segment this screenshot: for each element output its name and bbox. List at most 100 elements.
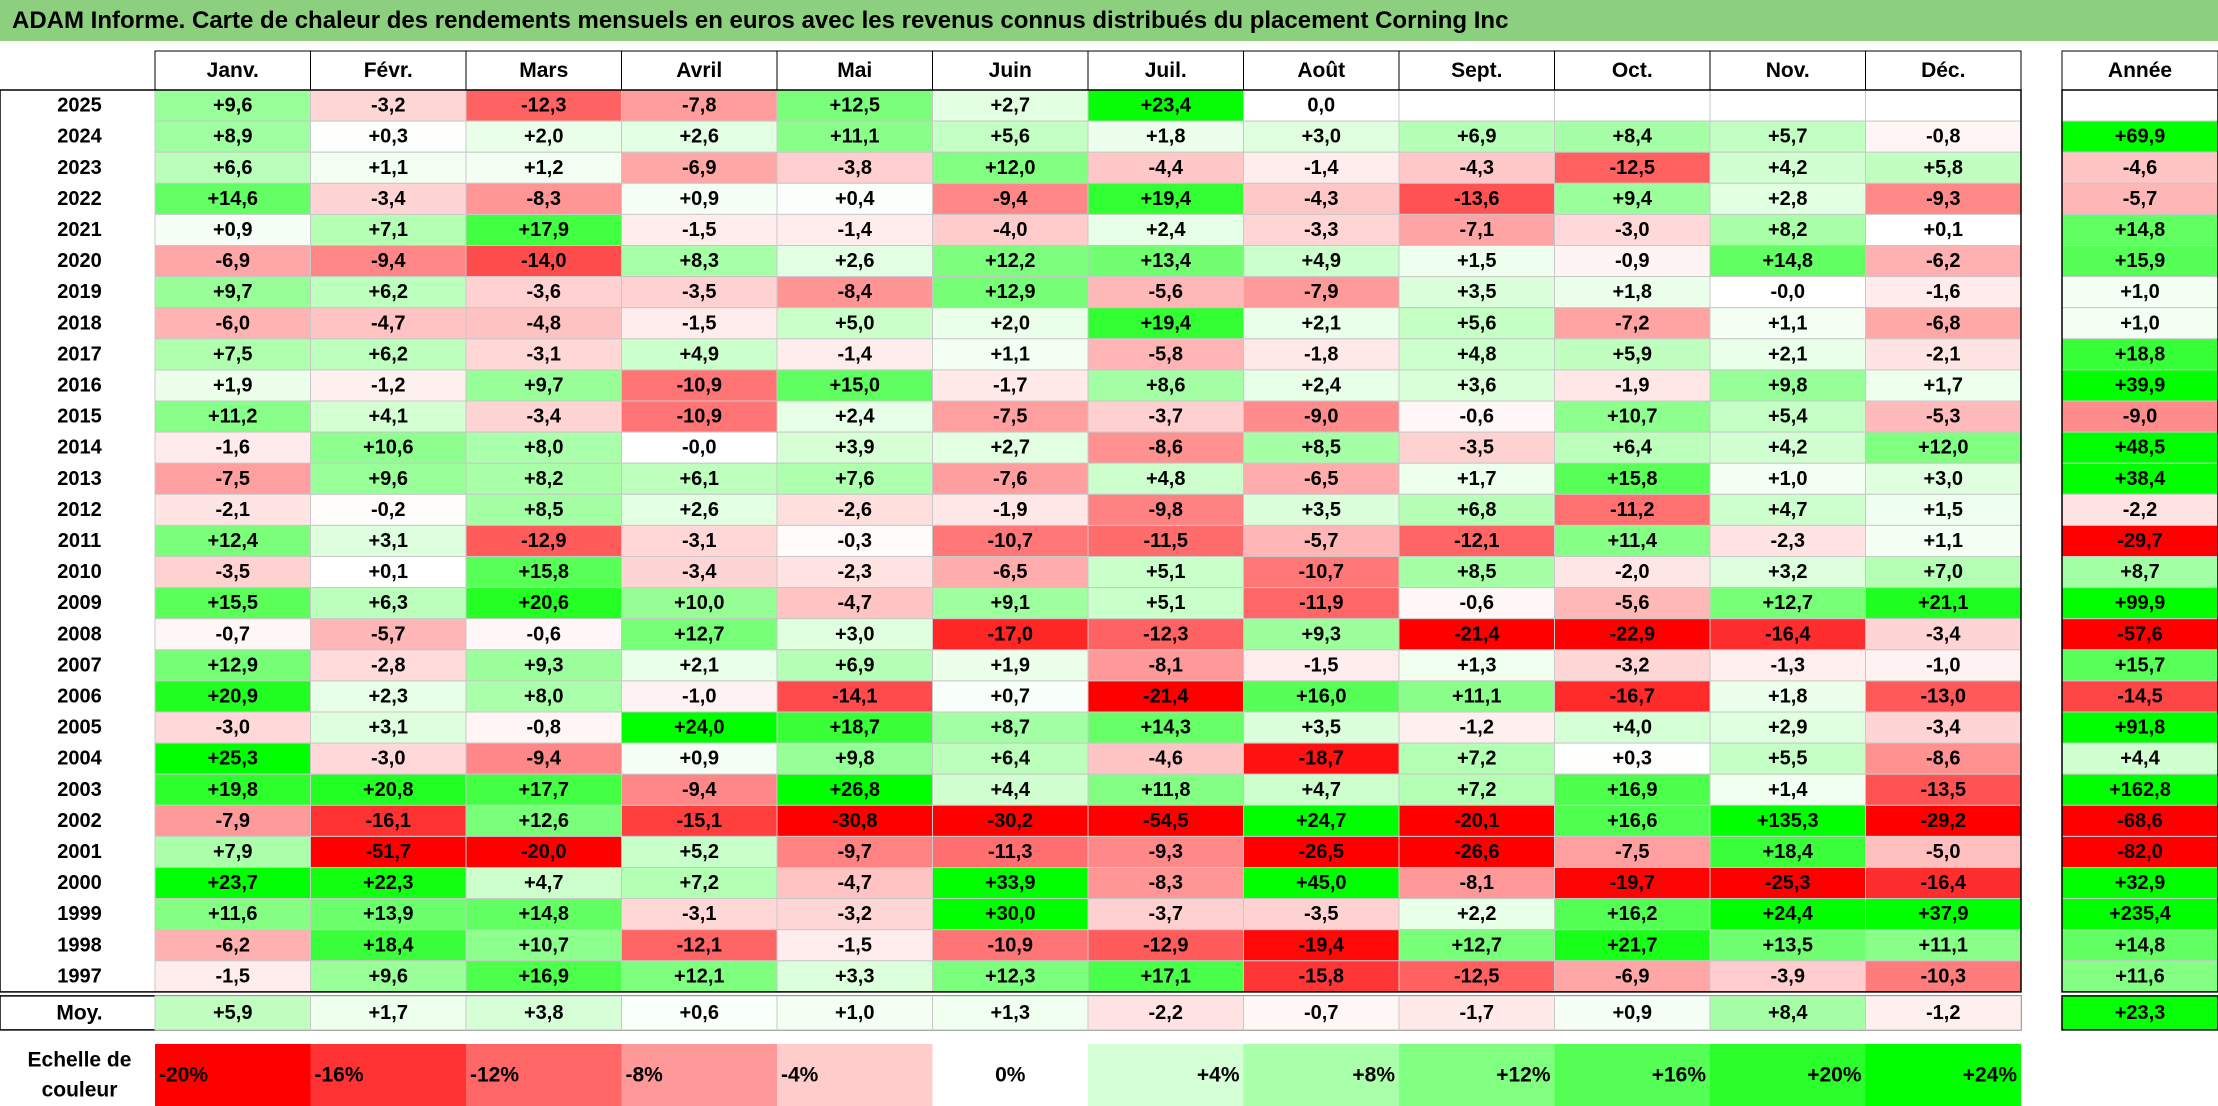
cell-value: +5,6	[991, 126, 1030, 148]
cell-value: +3,3	[835, 965, 874, 987]
heatmap-cell	[154, 898, 311, 931]
annual-cell	[2061, 711, 2218, 744]
cell-value: +5,2	[680, 841, 719, 863]
heatmap-cell	[465, 742, 622, 775]
cell-value: -4,3	[1304, 188, 1338, 210]
heatmap-cell	[465, 369, 622, 402]
cell-value: +2,4	[1302, 374, 1342, 396]
heatmap-cell	[465, 587, 622, 620]
average-cell	[465, 995, 622, 1031]
heatmap-cell	[154, 587, 311, 620]
heatmap-cell	[154, 338, 311, 371]
heatmap-cell	[1087, 835, 1244, 869]
annual-cell	[2061, 369, 2218, 402]
heatmap-cell	[1398, 276, 1555, 309]
cell-value: +5,1	[1146, 592, 1185, 614]
cell-value: -4,3	[1460, 157, 1494, 179]
heatmap-cell	[1709, 898, 1866, 931]
average-annual-cell	[2061, 995, 2218, 1031]
annual-cell	[2061, 493, 2218, 526]
annual-value: -14,5	[2117, 685, 2163, 707]
cell-value: +4,8	[1457, 343, 1496, 365]
cell-value: +14,6	[207, 188, 258, 210]
cell-value: +3,0	[1924, 468, 1963, 490]
cell-value: -10,3	[1920, 965, 1966, 987]
annual-cell	[2061, 773, 2218, 806]
cell-value: -1,5	[1304, 654, 1338, 676]
cell-value: +15,5	[207, 592, 258, 614]
cell-value: -26,6	[1454, 841, 1500, 863]
heatmap-cell	[932, 400, 1089, 433]
scale-stop-label: +8%	[1352, 1064, 1395, 1087]
cell-value: +18,4	[1762, 841, 1813, 863]
cell-value: -3,4	[682, 561, 717, 583]
heatmap-cell	[621, 618, 778, 651]
row-year-label: 1997	[57, 965, 102, 987]
cell-value: +6,9	[835, 654, 874, 676]
heatmap-cell	[310, 276, 467, 309]
heatmap-cell	[1243, 524, 1400, 558]
cell-value: +11,4	[1607, 530, 1657, 552]
heatmap-cell	[1243, 89, 1400, 122]
annual-value: -5,7	[2123, 188, 2157, 210]
cell-value: -0,3	[838, 530, 872, 552]
heatmap-cell	[1865, 369, 2022, 402]
cell-value: +17,1	[1140, 965, 1191, 987]
average-value: +0,9	[1613, 1002, 1652, 1024]
cell-value: +13,9	[363, 903, 414, 925]
heatmap-cell	[310, 307, 467, 340]
annual-cell	[2061, 338, 2218, 371]
cell-value: -21,4	[1143, 685, 1189, 707]
heatmap-cell	[621, 120, 778, 153]
cell-value: -9,0	[1304, 406, 1338, 428]
heatmap-cell	[1398, 400, 1555, 433]
scale-stop-label: -16%	[315, 1064, 364, 1087]
heatmap-cell	[154, 89, 311, 122]
heatmap-cell	[1243, 182, 1400, 215]
cell-value: +5,9	[1613, 343, 1652, 365]
cell-value: -5,7	[1304, 530, 1338, 552]
heatmap-cell	[1554, 462, 1711, 495]
cell-value: +16,6	[1607, 810, 1658, 832]
cell-value: +6,3	[369, 592, 408, 614]
cell-value: +9,6	[213, 95, 252, 117]
heatmap-cell	[465, 711, 622, 744]
average-annual-value: +23,3	[2115, 1002, 2166, 1024]
annual-value: +162,8	[2109, 779, 2171, 801]
cell-value: -2,3	[1771, 530, 1805, 552]
cell-value: +13,5	[1762, 934, 1813, 956]
cell-value: +7,2	[1457, 748, 1496, 770]
cell-value: -9,7	[838, 841, 872, 863]
heatmap-cell	[1398, 804, 1555, 837]
column-header: Déc.	[1921, 59, 1965, 82]
cell-value: -3,0	[216, 717, 250, 739]
cell-value: +15,8	[518, 561, 569, 583]
annual-value: -82,0	[2117, 841, 2163, 863]
cell-value: +135,3	[1757, 810, 1819, 832]
cell-value: -6,9	[216, 250, 250, 272]
heatmap-cell	[1087, 213, 1244, 246]
heatmap-cell	[776, 773, 933, 806]
row-year-label: 2009	[57, 592, 102, 614]
column-header: Sept.	[1451, 59, 1502, 82]
cell-value: +10,7	[518, 934, 569, 956]
heatmap-cell	[1087, 493, 1244, 526]
heatmap-cell	[310, 711, 467, 744]
heatmap-cell	[310, 556, 467, 589]
heatmap-cell	[1243, 773, 1400, 806]
heatmap-cell	[1243, 369, 1400, 402]
cell-value: -3,4	[527, 406, 562, 428]
cell-value: +15,8	[1607, 468, 1658, 490]
cell-value: +1,4	[1768, 779, 1808, 801]
cell-value: +23,4	[1140, 95, 1191, 117]
cell-value: +9,7	[524, 374, 563, 396]
cell-value: +3,5	[1302, 499, 1341, 521]
column-header: Oct.	[1612, 59, 1653, 82]
row-year-label: 2006	[57, 685, 102, 707]
cell-value: +18,7	[829, 717, 880, 739]
cell-value: -9,4	[371, 250, 406, 272]
cell-value: +12,4	[207, 530, 258, 552]
cell-value: +12,1	[674, 965, 725, 987]
annual-cell	[2061, 835, 2218, 869]
heatmap-cell	[1087, 307, 1244, 340]
